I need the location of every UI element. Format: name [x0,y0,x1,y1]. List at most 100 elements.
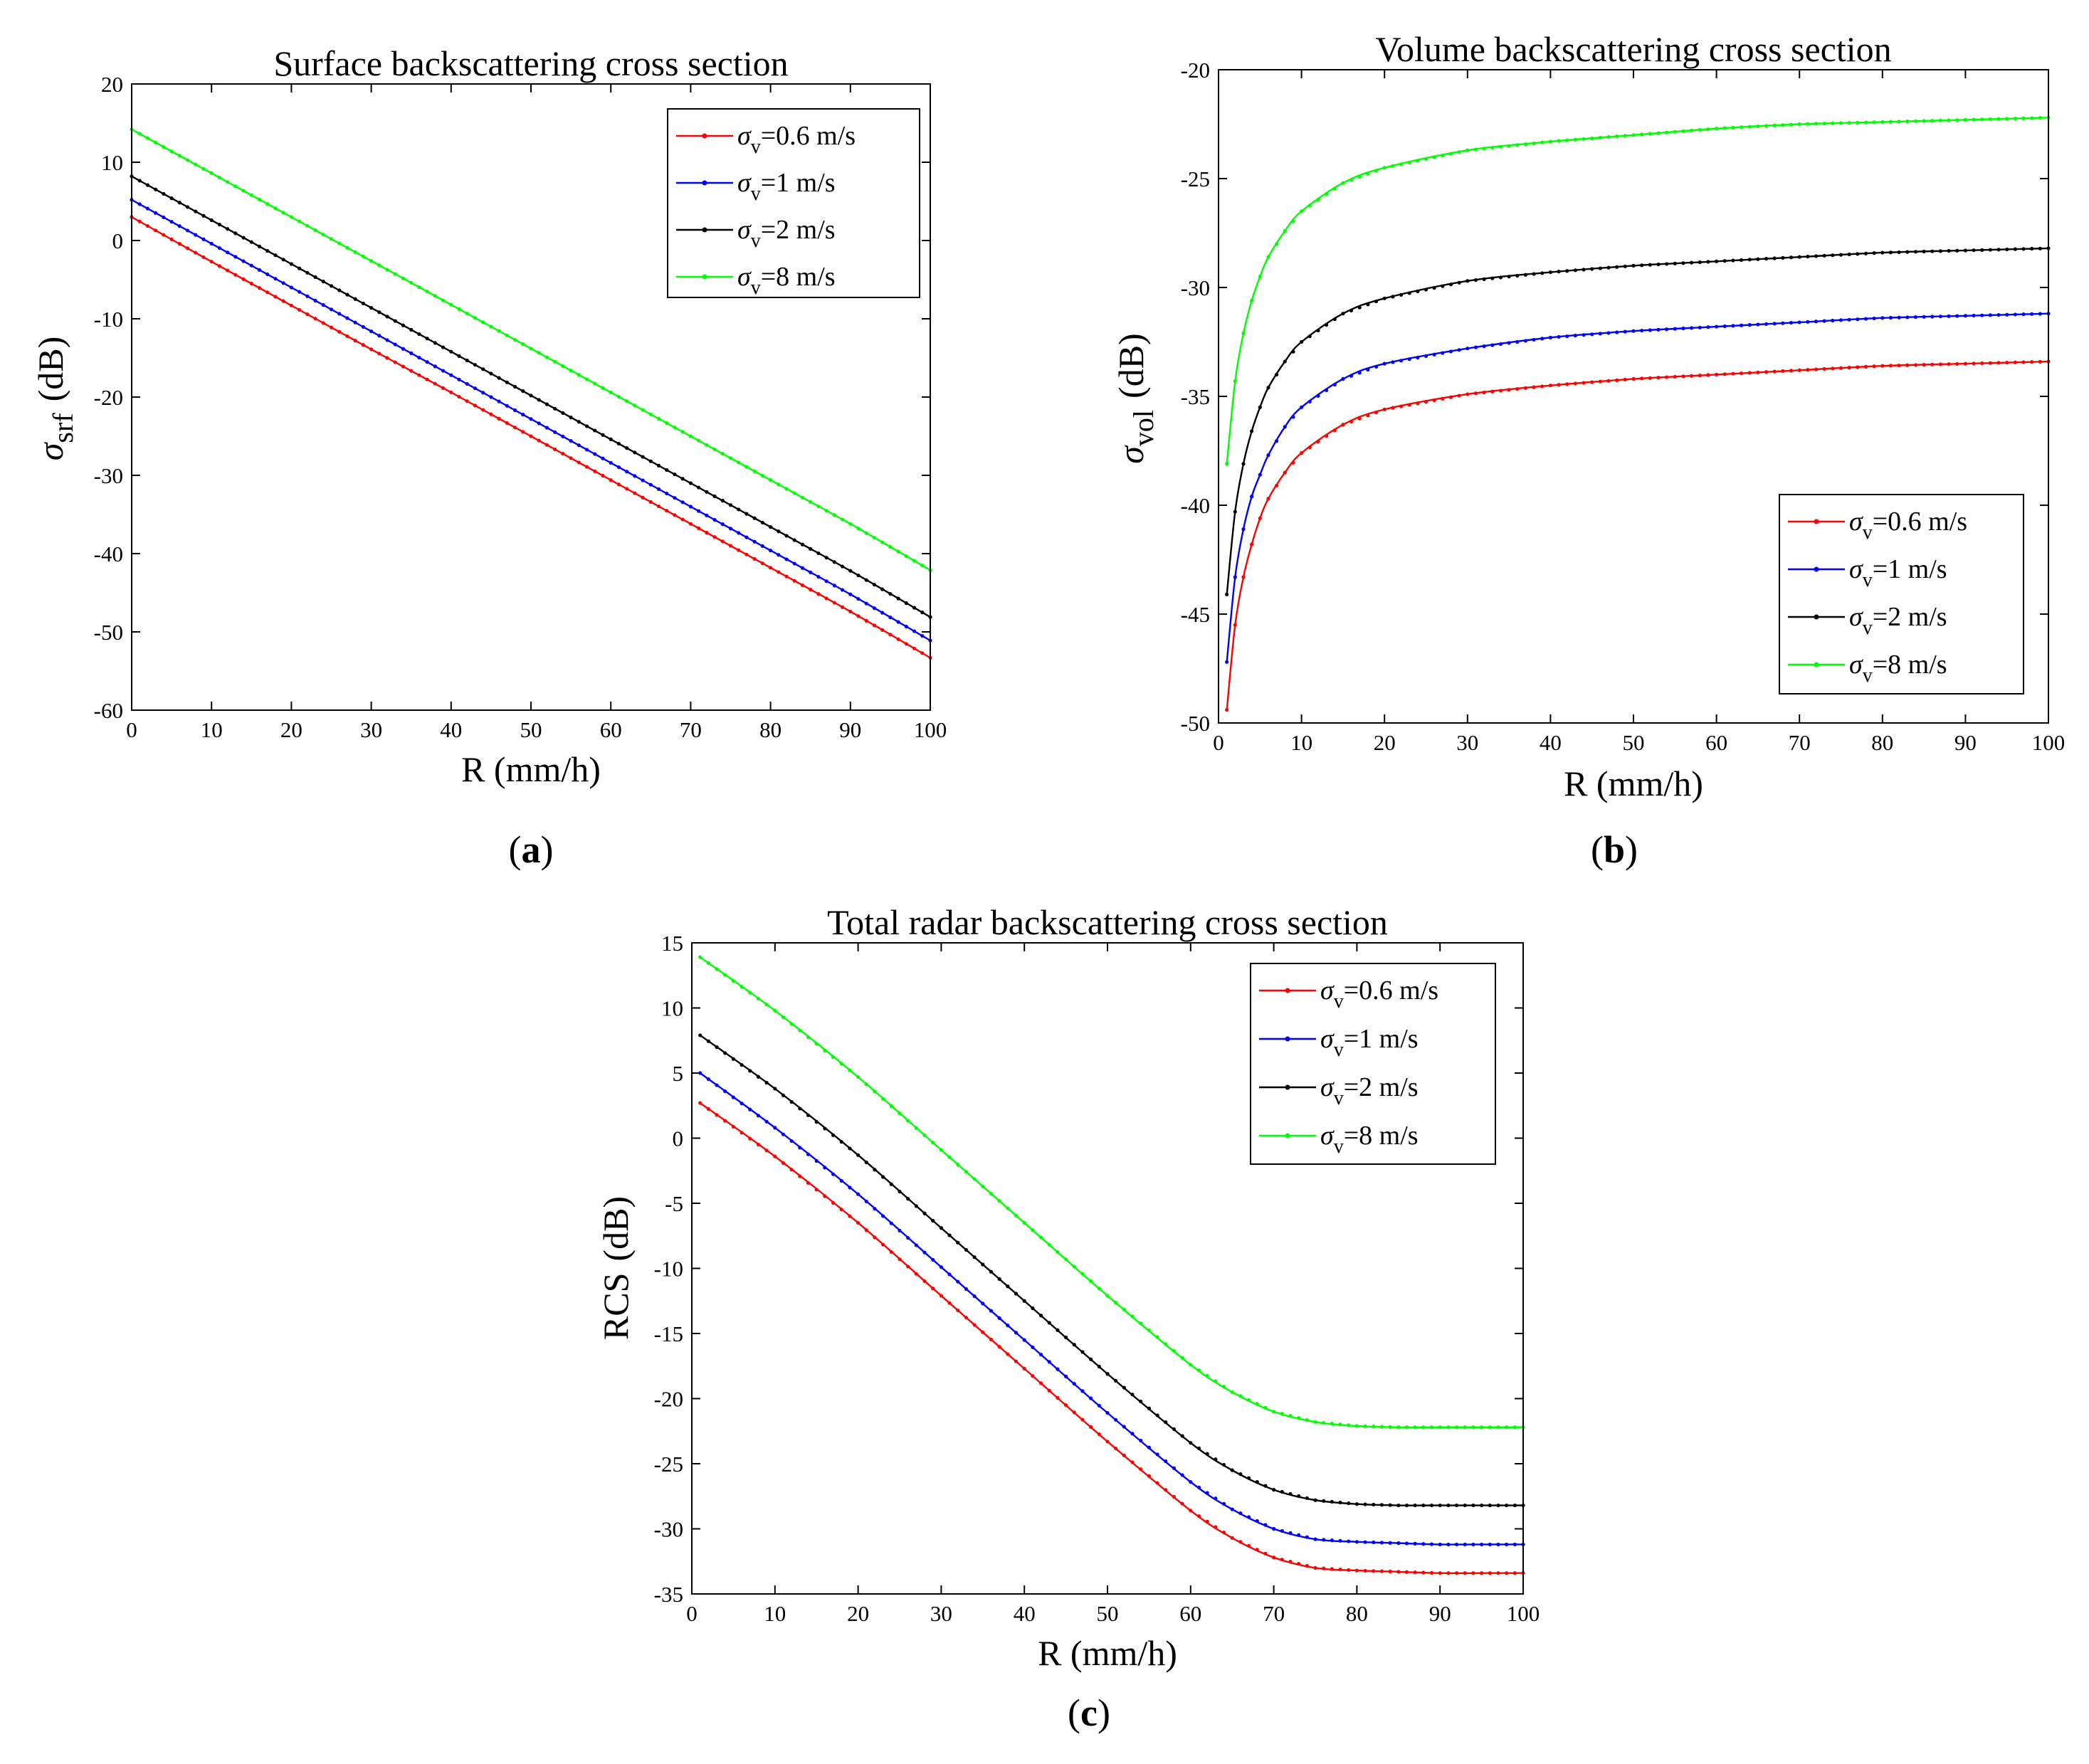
series-a-1 [130,198,932,643]
data-point [1080,1389,1085,1393]
data-point [353,338,357,343]
x-axis-label: R (mm/h) [1038,1633,1177,1673]
data-point [789,1022,794,1026]
data-point [1905,363,1910,367]
y-axis-subscript: srf [47,413,79,443]
data-point [809,588,813,592]
data-point [401,364,406,369]
data-point [1391,295,1395,299]
data-point [912,629,917,633]
data-point [1863,317,1868,321]
data-point [169,220,174,224]
data-point [1496,1425,1500,1430]
data-point [792,579,796,583]
data-point [233,231,238,236]
y-tick-label: -20 [1181,58,1210,83]
legend-entry: σv=0.6 m/s [1849,507,1967,544]
data-point [1382,407,1386,411]
data-point [1913,363,1918,367]
data-point [1557,139,1561,143]
data-point [889,1104,893,1109]
data-point [593,428,597,433]
data-point [1623,377,1627,382]
data-point [194,209,198,213]
data-point [145,223,150,228]
data-point [769,549,773,553]
data-point [1532,141,1536,146]
data-point [265,201,270,206]
legend-entry: σv=8 m/s [1849,650,1947,687]
data-point [257,244,262,248]
data-point [1300,450,1304,455]
data-point [1772,322,1777,326]
data-point [1139,1438,1143,1443]
data-point [521,342,525,347]
panel-caption-letter: b [1604,828,1625,871]
data-point [744,552,749,556]
data-point [1341,312,1345,316]
x-tick-label: 70 [1789,730,1811,755]
data-point [385,356,389,360]
data-point [1996,361,2001,365]
data-point [824,556,828,560]
data-point [1322,1538,1326,1542]
data-point [705,490,709,494]
data-point [848,1068,852,1072]
data-point [1089,1396,1093,1400]
data-point [964,1170,969,1174]
data-point [737,548,741,552]
data-point [1241,462,1246,466]
data-point [1473,345,1478,349]
data-point [601,456,605,460]
data-point [1640,132,1644,137]
data-point [773,1154,777,1158]
data-point [1980,248,1984,252]
data-point [814,1042,819,1046]
data-point [305,312,310,317]
data-point [1463,1503,1467,1508]
data-point [872,583,877,587]
data-point [1072,1382,1076,1386]
data-point [553,406,557,411]
data-point [353,320,357,324]
data-point [712,447,717,452]
data-point [1457,280,1461,285]
data-point [1363,1540,1367,1544]
data-point [569,439,573,443]
data-point [1105,1372,1110,1376]
data-point [1565,138,1569,142]
data-point [209,260,214,264]
data-point [177,224,181,228]
data-point [872,536,877,540]
data-point [881,1175,885,1179]
data-point [473,386,478,391]
data-point [1565,382,1569,386]
data-point [313,275,317,280]
data-point [1482,390,1486,395]
data-point [1454,1571,1459,1575]
data-point [773,1126,777,1130]
data-point [273,253,278,258]
data-point [497,376,501,380]
data-point [217,175,222,180]
data-point [1573,381,1577,386]
data-point [792,538,796,542]
data-point [305,270,310,275]
data-point [465,311,469,316]
data-point [337,329,342,334]
x-tick-label: 40 [1014,1601,1036,1626]
data-point [856,574,861,578]
data-point [169,237,174,241]
data-point [1747,258,1752,262]
data-point [769,566,773,570]
data-point [1532,385,1536,389]
y-tick-label: -5 [665,1191,683,1216]
data-point [1482,344,1486,349]
data-point [1031,1374,1035,1378]
data-point [784,487,789,491]
data-point [1238,1540,1243,1544]
data-point [922,1211,927,1215]
data-point [393,272,397,276]
data-point [1972,313,1976,318]
data-point [881,1214,885,1218]
